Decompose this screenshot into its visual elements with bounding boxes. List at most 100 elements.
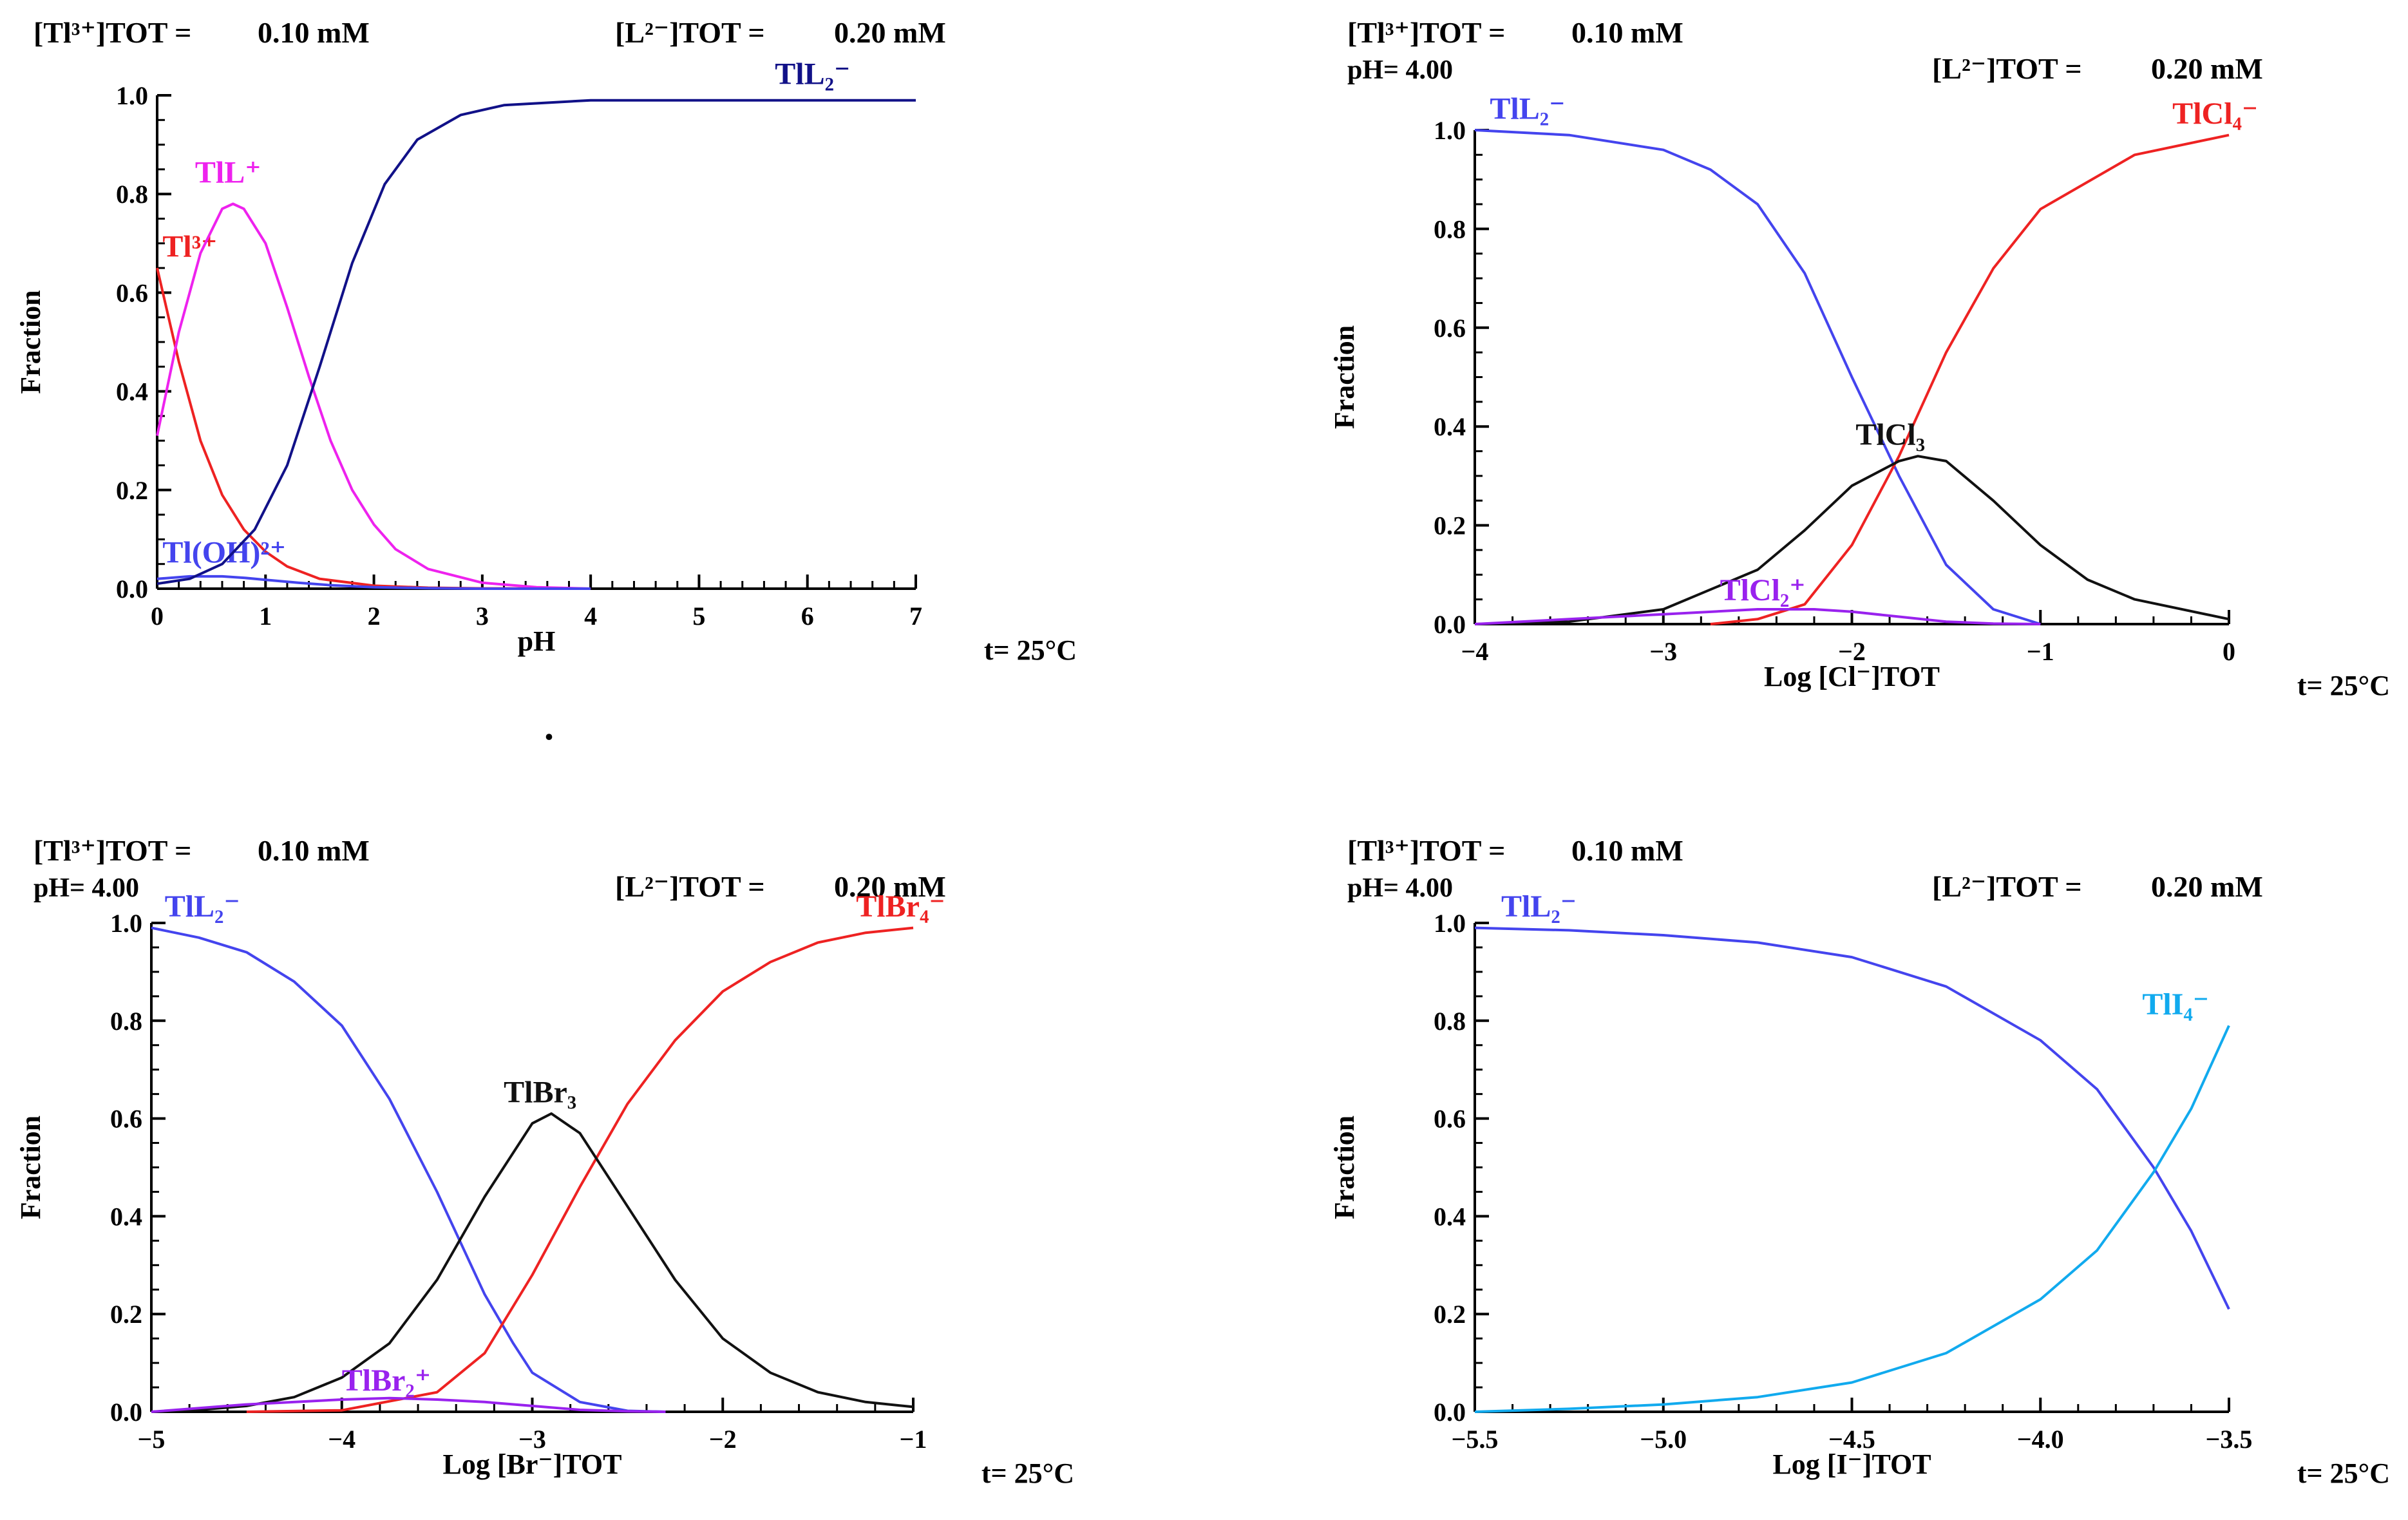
chart-panel-i: −5.5 −5.0 −4.5 −4.0 −3.5 0.0 0.2 0.4 0.6 0.8 1.0 Lo… xyxy=(1329,834,2390,1489)
x-tick-label: −5.5 xyxy=(1452,1425,1499,1454)
metal-total-value: 0.10 mM xyxy=(258,834,370,867)
y-tick-label: 0.0 xyxy=(110,1398,142,1427)
ph-value: pH= 4.00 xyxy=(33,873,139,903)
x-tick-label: −4.0 xyxy=(2017,1425,2064,1454)
series-line-TlCl3 xyxy=(1474,455,2230,625)
x-tick-label: 5 xyxy=(692,602,705,631)
y-tick-label: 0.4 xyxy=(1434,412,1466,441)
series-line-TlBr4- xyxy=(246,926,914,1413)
y-tick-label: 0.2 xyxy=(1434,511,1466,540)
y-tick-label: 0.4 xyxy=(1434,1202,1466,1231)
x-tick-label: −4 xyxy=(328,1425,356,1454)
y-tick-label: 0.0 xyxy=(1434,1398,1466,1427)
series-label-TlI4-: TlI₄⁻ xyxy=(2142,987,2209,1021)
metal-total-label: [Tl³⁺]TOT = xyxy=(33,16,191,49)
series-label-Tl(OH)2+: Tl(OH)²⁺ xyxy=(162,535,286,569)
x-tick-label: −3.5 xyxy=(2206,1425,2253,1454)
metal-total-value: 0.10 mM xyxy=(1571,16,1683,49)
x-tick-label: 1 xyxy=(259,602,272,631)
y-axis-label: Fraction xyxy=(1329,325,1360,429)
ph-value: pH= 4.00 xyxy=(1347,873,1453,903)
series-line-TlL2- xyxy=(151,926,666,1413)
y-axis-label: Fraction xyxy=(1329,1116,1360,1219)
ligand-total-label: [L²⁻]TOT = xyxy=(615,16,765,49)
x-tick-label: 6 xyxy=(801,602,814,631)
temperature-label: t= 25°C xyxy=(2297,670,2390,701)
y-tick-label: 0.0 xyxy=(1434,610,1466,639)
x-tick-label: −5.0 xyxy=(1640,1425,1687,1454)
x-tick-label: −5 xyxy=(138,1425,166,1454)
x-tick-label: −3 xyxy=(1649,637,1677,666)
y-axis-label: Fraction xyxy=(15,290,46,394)
series-line-TlL2- xyxy=(1474,926,2230,1310)
series-line-Tl(OH)2+ xyxy=(156,575,591,590)
series-label-TlBr2+: TlBr₂⁺ xyxy=(342,1363,431,1398)
x-axis-label: Log [Br⁻]TOT xyxy=(443,1449,622,1480)
ligand-total-label: [L²⁻]TOT = xyxy=(615,870,765,903)
y-tick-label: 0.6 xyxy=(116,278,148,307)
x-tick-label: −4.5 xyxy=(1828,1425,1875,1454)
x-tick-label: −2 xyxy=(1838,637,1866,666)
y-tick-label: 0.2 xyxy=(1434,1300,1466,1329)
x-tick-label: 0 xyxy=(2223,637,2235,666)
series-line-TlCl2+ xyxy=(1474,608,2041,625)
ligand-total-label: [L²⁻]TOT = xyxy=(1932,870,2082,903)
y-axis-label: Fraction xyxy=(15,1116,46,1219)
metal-total-label: [Tl³⁺]TOT = xyxy=(1347,834,1505,867)
y-tick-label: 1.0 xyxy=(1434,116,1466,145)
y-tick-label: 0.6 xyxy=(110,1105,142,1134)
metal-total-value: 0.10 mM xyxy=(1571,834,1683,867)
temperature-label: t= 25°C xyxy=(2297,1458,2390,1489)
series-label-TlCl2+: TlCl₂⁺ xyxy=(1720,573,1806,607)
series-line-TlL+ xyxy=(156,202,591,590)
y-tick-label: 0.8 xyxy=(110,1007,142,1036)
chart-panel-br: −5 −4 −3 −2 −1 0.0 0.2 0.4 0.6 0.8 1.0 Log [Br⁻]TOT… xyxy=(15,834,1074,1489)
y-tick-label: 0.8 xyxy=(1434,214,1466,243)
y-tick-label: 1.0 xyxy=(1434,909,1466,938)
x-tick-label: 4 xyxy=(584,602,597,631)
series-line-TlL2- xyxy=(156,99,916,585)
x-tick-label: −2 xyxy=(709,1425,737,1454)
chart-panel-cl: −4 −3 −2 −1 0 0.0 0.2 0.4 0.6 0.8 1.0 Log [Cl⁻]TOT F… xyxy=(1329,16,2390,701)
metal-total-label: [Tl³⁺]TOT = xyxy=(1347,16,1505,49)
series-label-TlCl4-: TlCl₄⁻ xyxy=(2172,97,2258,131)
y-tick-label: 0.6 xyxy=(1434,314,1466,343)
series-line-TlI4- xyxy=(1474,1025,2230,1413)
x-axis-label: Log [I⁻]TOT xyxy=(1772,1449,1931,1480)
series-label-TlCl3: TlCl₃ xyxy=(1855,418,1925,452)
ligand-total-value: 0.20 mM xyxy=(834,870,946,903)
y-tick-label: 0.4 xyxy=(110,1202,142,1231)
ligand-total-label: [L²⁻]TOT = xyxy=(1932,52,2082,85)
x-tick-label: 2 xyxy=(368,602,381,631)
x-tick-label: −1 xyxy=(2027,637,2054,666)
y-tick-label: 0.4 xyxy=(116,377,148,406)
stray-dot: . xyxy=(544,705,554,748)
x-axis-label: Log [Cl⁻]TOT xyxy=(1764,661,1940,692)
ligand-total-value: 0.20 mM xyxy=(2151,870,2263,903)
x-tick-label: −1 xyxy=(900,1425,927,1454)
metal-total-value: 0.10 mM xyxy=(258,16,370,49)
ph-value: pH= 4.00 xyxy=(1347,55,1453,85)
series-label-TlBr3: TlBr₃ xyxy=(504,1075,576,1109)
series-line-TlL2- xyxy=(1474,129,2041,625)
series-label-TlBr4-: TlBr₄⁻ xyxy=(856,889,945,924)
x-tick-label: −4 xyxy=(1461,637,1489,666)
series-line-TlBr3 xyxy=(151,1112,914,1413)
y-tick-label: 0.8 xyxy=(1434,1007,1466,1036)
series-line-TlBr2+ xyxy=(151,1396,666,1413)
temperature-label: t= 25°C xyxy=(981,1458,1074,1489)
x-tick-label: −3 xyxy=(518,1425,546,1454)
y-tick-label: 0.8 xyxy=(116,180,148,209)
y-tick-label: 0.0 xyxy=(116,575,148,603)
series-label-TlL+: TlL⁺ xyxy=(195,156,261,190)
series-label-TlL2-: TlL₂⁻ xyxy=(165,889,240,924)
ligand-total-value: 0.20 mM xyxy=(2151,52,2263,85)
chart-panel-ph: 0 1 2 3 4 5 6 7 0.0 0.2 0.4 0.6 0.8 1.0 pH Fraction [Tl³… xyxy=(15,16,1077,666)
metal-total-label: [Tl³⁺]TOT = xyxy=(33,834,191,867)
y-tick-label: 1.0 xyxy=(110,909,142,938)
series-line-TlCl4- xyxy=(1710,133,2230,625)
series-label-TlL2-: TlL₂⁻ xyxy=(1501,889,1577,924)
y-tick-label: 0.6 xyxy=(1434,1105,1466,1134)
series-label-TlL2-: TlL₂⁻ xyxy=(775,57,850,91)
